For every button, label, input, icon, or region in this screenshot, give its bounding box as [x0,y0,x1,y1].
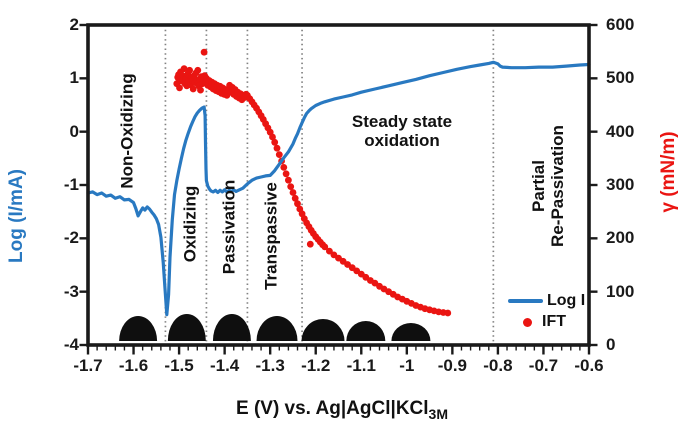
region-label-steady-state-oxidation: Steady state oxidation [351,112,453,150]
region-label-passivation: Passivation [219,179,239,275]
y-left-tick-label: 0 [69,121,79,141]
y-right-tick-label: 600 [606,15,635,34]
ift-point [326,247,333,255]
ift-point [285,176,292,184]
y-left-tick-label: 2 [69,15,79,34]
droplet-icon [167,314,206,341]
droplet-icon [212,314,251,341]
x-tick-label: -1 [399,356,415,375]
x-tick-label: -0.9 [437,356,467,375]
droplet-icon [119,316,158,341]
ift-point [186,66,194,74]
ift-point [321,243,329,251]
right-axis-title: γ (mN/m) [658,131,679,213]
ift-point [289,189,297,196]
plot-frame [86,23,591,347]
droplet-icon [301,319,345,341]
legend-ift-dot-marker [523,318,532,327]
y-right-tick-label: 100 [606,281,635,301]
y-right-tick-label: 200 [606,228,635,248]
y-right-tick-label: 0 [606,335,616,354]
ift-point [176,84,183,92]
log-i-curve [86,60,591,317]
region-label-oxidizing: Oxidizing [180,185,200,263]
ift-point [444,309,452,317]
ift-point [282,170,290,178]
y-left-tick-label: -3 [63,281,79,301]
ift-point [294,200,301,208]
x-tick-label: -1.1 [346,356,376,375]
region-label-partial-re-passivation: Partial Re-Passivation [529,125,567,247]
y-left-tick-label: 1 [69,68,79,88]
x-tick-label: -1.2 [301,356,331,375]
region-label-non-oxidizing: Non-Oxidizing [117,73,137,189]
x-tick-label: -1.6 [118,356,149,375]
x-tick-label: -0.6 [574,356,604,375]
y-left-tick-label: -1 [63,175,79,194]
y-right-tick-label: 300 [606,175,635,194]
x-axis-title: E (V) vs. Ag|AgCl|KCl3M [236,398,448,422]
y-right-tick-label: 500 [606,68,635,88]
ift-point [280,164,288,171]
y-right-tick-label: 400 [606,121,635,141]
droplet-icon [256,316,298,341]
left-axis-title: Log (I/mA) [6,169,27,263]
x-tick-label: -1.5 [164,356,194,375]
x-tick-label: -1.4 [209,356,240,375]
ift-point [269,133,276,141]
x-tick-label: -0.8 [483,356,513,375]
ift-point [200,48,208,56]
x-tick-label: -0.7 [528,356,559,375]
ift-point [287,183,295,191]
ift-point [180,65,188,73]
ift-point [306,240,314,248]
y-left-tick-label: -4 [63,335,79,354]
ift-point [189,85,197,93]
ift-point [291,194,299,202]
ift-point [194,66,202,74]
x-tick-label: -1.7 [73,356,103,375]
x-axis-title-subscript: 3M [428,406,449,422]
legend-log-i-label: Log I [547,292,586,309]
region-label-transpassive: Transpassive [261,182,281,290]
droplet-icon [391,323,431,341]
ift-point [275,151,283,159]
x-tick-label: -1.3 [255,356,285,375]
droplet-icon [346,321,386,341]
ift-point [273,144,281,152]
y-left-tick-label: -2 [63,228,79,248]
legend-ift-label: IFT [542,313,566,330]
ift-point [197,86,204,94]
x-axis-title-main: E (V) vs. Ag|AgCl|KCl [235,398,429,419]
ift-point [271,138,279,146]
legend-log-i-line-marker [508,299,543,303]
